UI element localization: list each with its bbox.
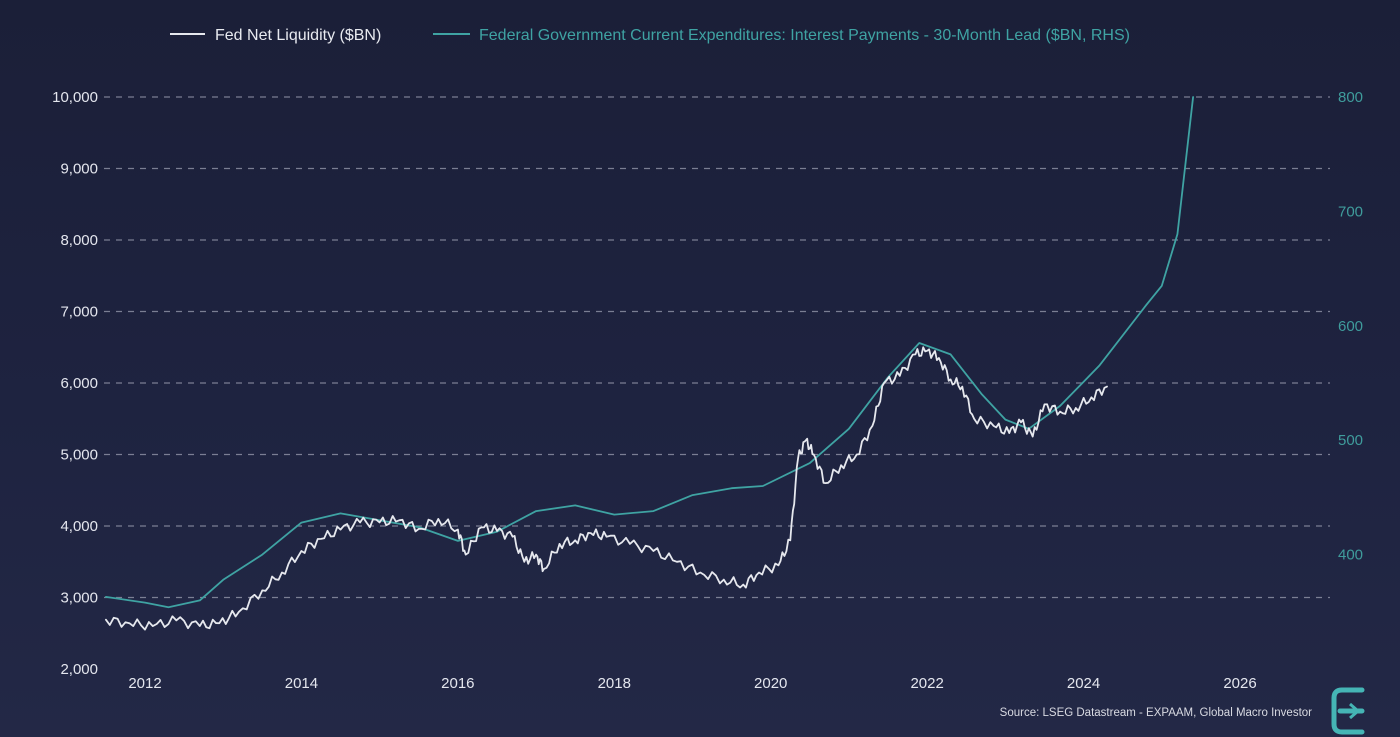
y-right-tick-label: 700	[1338, 203, 1363, 220]
left-axis: 2,000 3,000 4,000 5,000 6,000 7,000 8,000 9,000…	[52, 89, 98, 678]
y-left-tick-label: 2,000	[60, 661, 98, 678]
source-note: Source: LSEG Datastream - EXPAAM, Global…	[1000, 707, 1312, 719]
y-left-tick-label: 4,000	[60, 518, 98, 535]
x-tick-label: 2018	[598, 675, 631, 692]
series-line-fed-net-liquidity	[105, 346, 1108, 631]
y-right-tick-label: 800	[1338, 89, 1363, 106]
x-tick-label: 2014	[285, 675, 318, 692]
legend-label-fed-net-liquidity: Fed Net Liquidity ($BN)	[215, 27, 381, 44]
y-left-tick-label: 6,000	[60, 375, 98, 392]
y-left-tick-label: 9,000	[60, 161, 98, 178]
x-tick-label: 2024	[1067, 675, 1100, 692]
legend: Fed Net Liquidity ($BN) Federal Governme…	[170, 27, 1130, 44]
y-left-tick-label: 5,000	[60, 447, 98, 464]
y-left-tick-label: 7,000	[60, 304, 98, 321]
x-axis: 2012 2014 2016 2018 2020 2022 2024 2026	[128, 675, 1256, 692]
y-right-tick-label: 400	[1338, 547, 1363, 564]
grid-lines	[104, 96, 1330, 599]
series-layer	[105, 96, 1194, 631]
y-left-tick-label: 8,000	[60, 232, 98, 249]
x-tick-label: 2022	[910, 675, 943, 692]
series-line-interest-payments	[105, 96, 1194, 609]
x-tick-label: 2020	[754, 675, 787, 692]
x-tick-label: 2026	[1223, 675, 1256, 692]
y-left-tick-label: 3,000	[60, 590, 98, 607]
y-right-tick-label: 600	[1338, 318, 1363, 335]
x-tick-label: 2012	[128, 675, 161, 692]
legend-label-interest-payments: Federal Government Current Expenditures:…	[479, 27, 1130, 44]
right-axis: 400 500 600 700 800	[1338, 89, 1363, 564]
x-tick-label: 2016	[441, 675, 474, 692]
y-left-tick-label: 10,000	[52, 89, 98, 106]
y-right-tick-label: 500	[1338, 432, 1363, 449]
brand-logo	[1331, 687, 1365, 735]
